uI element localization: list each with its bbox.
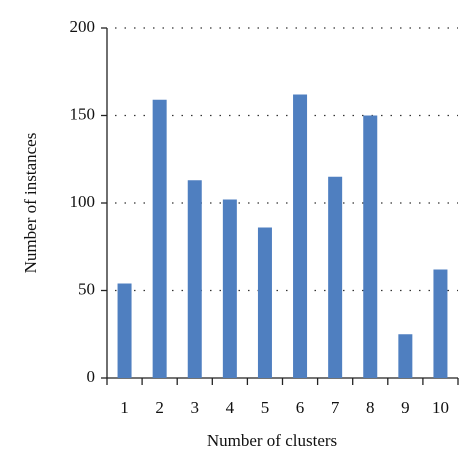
x-tick-label: 9 — [401, 398, 410, 417]
x-tick-label: 8 — [366, 398, 375, 417]
x-tick-label: 5 — [261, 398, 270, 417]
x-tick-label: 4 — [226, 398, 235, 417]
bar — [398, 334, 413, 378]
bar — [328, 176, 343, 378]
x-tick-label: 1 — [120, 398, 129, 417]
bar — [152, 99, 167, 378]
bar — [363, 115, 378, 378]
x-tick-label: 3 — [191, 398, 200, 417]
x-tick-label: 7 — [331, 398, 340, 417]
y-axis-label: Number of instances — [21, 133, 40, 274]
y-tick-label: 200 — [70, 17, 96, 36]
x-tick-label: 2 — [155, 398, 164, 417]
bar — [187, 180, 202, 378]
y-tick-label: 150 — [70, 104, 96, 123]
y-tick-label: 50 — [78, 279, 95, 298]
x-tick-label: 6 — [296, 398, 305, 417]
x-axis-label: Number of clusters — [207, 431, 337, 450]
y-tick-label: 100 — [70, 192, 96, 211]
bar — [117, 283, 132, 378]
x-tick-label: 10 — [432, 398, 449, 417]
bar — [293, 94, 308, 378]
bar — [433, 269, 448, 378]
y-tick-label: 0 — [87, 367, 96, 386]
bar — [222, 199, 237, 378]
bar — [257, 227, 272, 378]
